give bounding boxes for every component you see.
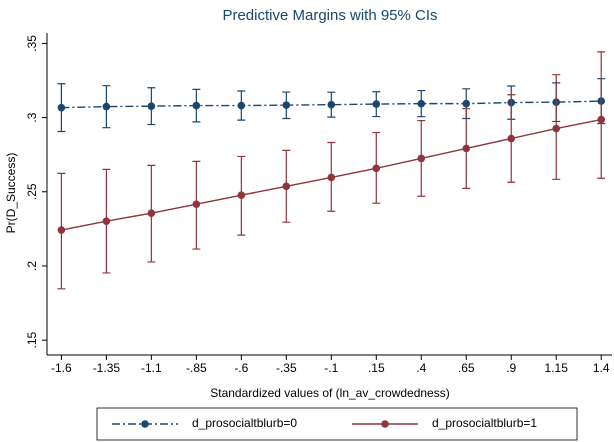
legend-marker bbox=[141, 420, 149, 428]
point bbox=[102, 217, 111, 225]
x-tick-label: -.6 bbox=[234, 361, 248, 375]
point bbox=[372, 164, 381, 173]
x-tick-label: .4 bbox=[416, 361, 426, 375]
point bbox=[192, 101, 201, 110]
point bbox=[327, 100, 336, 109]
point bbox=[462, 144, 471, 153]
x-tick-label: -1.35 bbox=[93, 361, 121, 375]
x-tick-label: -.1 bbox=[324, 361, 338, 375]
point bbox=[552, 124, 561, 133]
y-axis-label: Pr(D_Success) bbox=[4, 153, 18, 234]
legend-label: d_prosocialtblurb=1 bbox=[432, 416, 537, 430]
point bbox=[102, 102, 111, 111]
point bbox=[57, 103, 66, 112]
point bbox=[282, 101, 291, 109]
x-tick-label: -.85 bbox=[186, 361, 207, 375]
point bbox=[147, 102, 156, 110]
x-axis-label: Standardized values of (ln_av_crowdednes… bbox=[210, 386, 449, 400]
chart-title: Predictive Margins with 95% CIs bbox=[222, 7, 437, 24]
y-tick-label: .2 bbox=[25, 261, 39, 271]
point bbox=[147, 209, 156, 217]
legend-label: d_prosocialtblurb=0 bbox=[192, 416, 297, 430]
x-tick-label: 1.15 bbox=[545, 361, 569, 375]
point bbox=[282, 182, 291, 191]
point bbox=[597, 115, 606, 124]
x-tick-label: -1.6 bbox=[51, 361, 72, 375]
x-tick-label: -1.1 bbox=[141, 361, 162, 375]
x-tick-label: -.35 bbox=[276, 361, 297, 375]
y-tick-label: .35 bbox=[25, 35, 39, 52]
point bbox=[462, 99, 471, 108]
x-tick-label: .9 bbox=[506, 361, 516, 375]
error-bar bbox=[597, 51, 606, 179]
point bbox=[237, 101, 246, 110]
y-tick-label: .25 bbox=[25, 183, 39, 200]
point bbox=[192, 200, 201, 209]
x-tick-label: .65 bbox=[458, 361, 475, 375]
point bbox=[417, 154, 426, 163]
y-tick-label: .3 bbox=[25, 112, 39, 122]
point bbox=[372, 100, 381, 108]
point bbox=[507, 134, 516, 143]
y-tick-label: .15 bbox=[25, 331, 39, 348]
point bbox=[57, 226, 66, 234]
legend-marker bbox=[381, 420, 389, 428]
x-tick-label: 1.4 bbox=[593, 361, 610, 375]
point bbox=[417, 99, 426, 108]
x-tick-label: .15 bbox=[368, 361, 385, 375]
point bbox=[327, 173, 336, 182]
point bbox=[237, 191, 246, 199]
